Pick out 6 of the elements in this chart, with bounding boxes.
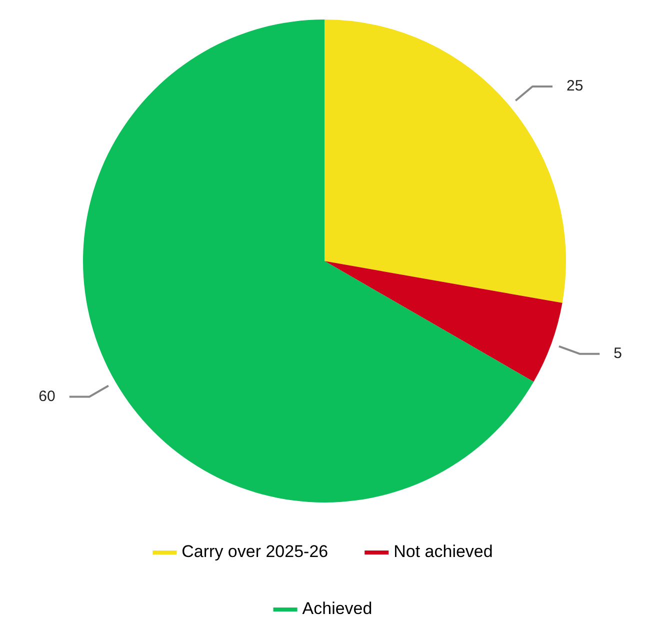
legend-label: Achieved [302, 599, 372, 618]
legend-label: Not achieved [394, 542, 493, 562]
legend-label: Carry over 2025-26 [182, 542, 328, 562]
data-label: 25 [566, 78, 584, 95]
data-label: 5 [614, 345, 622, 362]
data-label: 60 [38, 388, 56, 405]
